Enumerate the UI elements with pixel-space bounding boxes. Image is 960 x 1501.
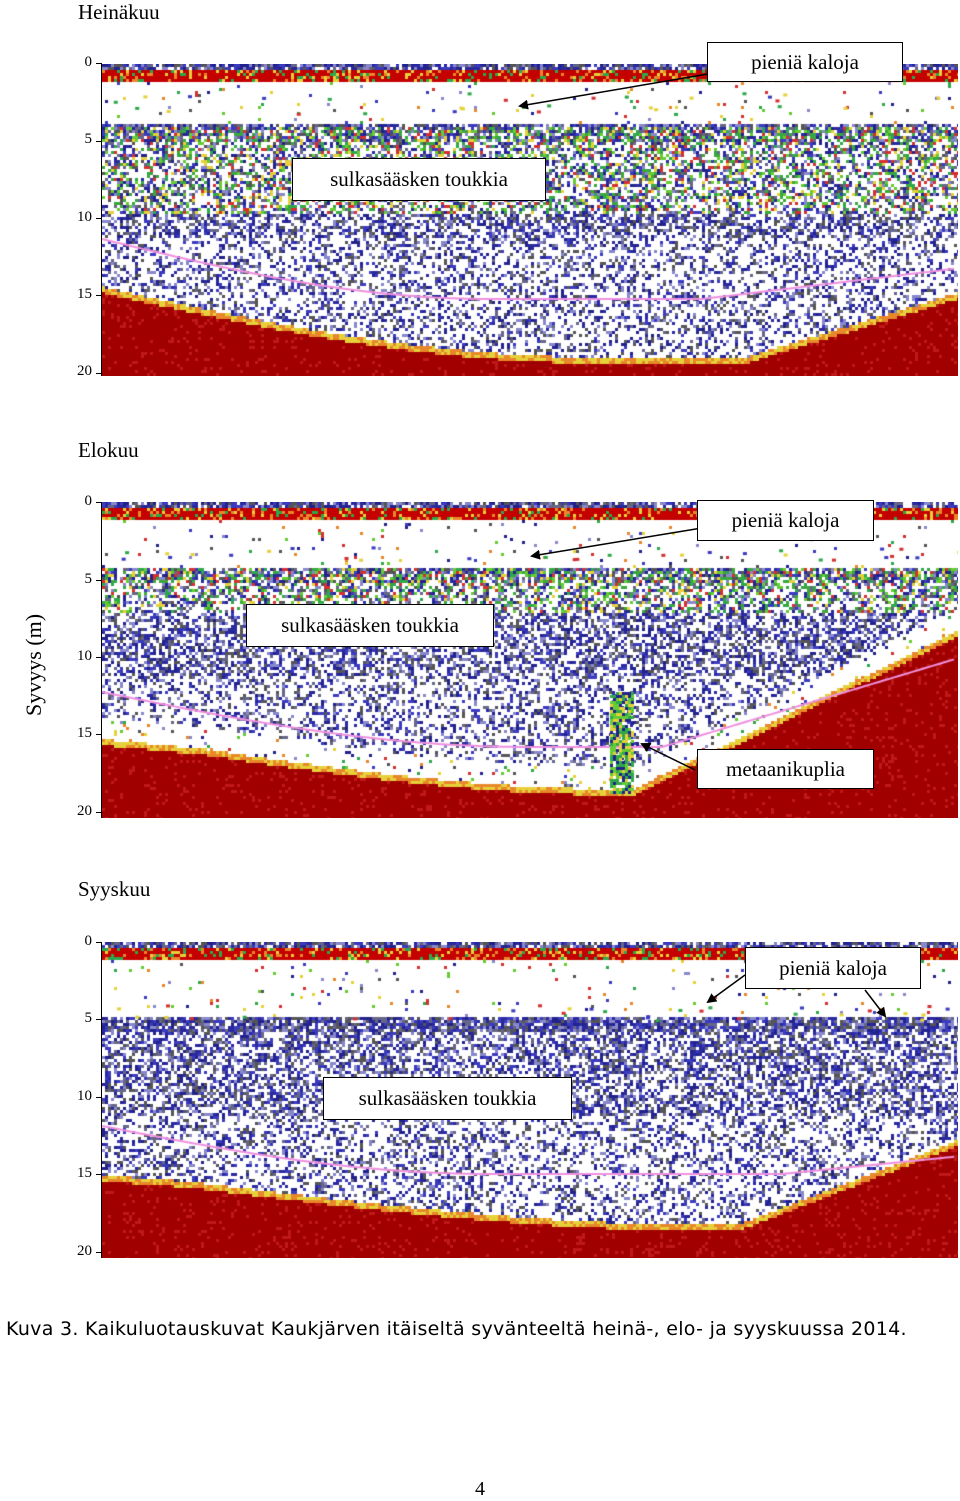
callout-july-fish: pieniä kaloja xyxy=(707,42,903,82)
depth-tick-label: 15 xyxy=(77,725,92,741)
depth-tick-label: 15 xyxy=(77,286,92,302)
depth-tick-label: 0 xyxy=(84,493,93,509)
callout-august-fish: pieniä kaloja xyxy=(697,500,874,541)
depth-tick-label: 5 xyxy=(84,571,93,587)
depth-tick-label: 5 xyxy=(84,131,93,147)
depth-tick-label: 20 xyxy=(77,1243,92,1259)
panel-title-september: Syyskuu xyxy=(78,877,151,901)
depth-tick-label: 0 xyxy=(84,933,93,949)
depth-tick-mark xyxy=(96,1097,101,1098)
depth-tick-mark xyxy=(96,734,101,735)
depth-tick-label: 10 xyxy=(77,209,92,225)
depth-tick-label: 0 xyxy=(84,54,93,70)
depth-tick-mark xyxy=(96,502,101,503)
depth-tick-mark xyxy=(96,580,101,581)
depth-tick-mark xyxy=(96,1019,101,1020)
depth-axis-july xyxy=(101,63,102,376)
depth-tick-label: 10 xyxy=(77,648,92,664)
y-axis-label: Syvyys (m) xyxy=(21,613,46,717)
page-number: 4 xyxy=(475,1478,485,1500)
depth-tick-mark xyxy=(96,657,101,658)
depth-tick-label: 10 xyxy=(77,1088,92,1104)
depth-tick-label: 15 xyxy=(77,1165,92,1181)
panel-title-july: Heinäkuu xyxy=(78,0,160,24)
depth-tick-mark xyxy=(96,295,101,296)
callout-july-larvae: sulkasääsken toukkia xyxy=(292,158,546,201)
depth-axis-august xyxy=(101,502,102,818)
depth-tick-mark xyxy=(96,141,101,142)
callout-august-methane: metaanikuplia xyxy=(697,749,874,789)
depth-tick-mark xyxy=(96,942,101,943)
depth-axis-september xyxy=(101,942,102,1258)
depth-tick-mark xyxy=(96,1174,101,1175)
depth-tick-mark xyxy=(96,812,101,813)
depth-tick-label: 20 xyxy=(77,803,92,819)
panel-title-august: Elokuu xyxy=(78,438,139,462)
depth-tick-mark xyxy=(96,218,101,219)
depth-tick-mark xyxy=(96,373,101,374)
depth-tick-mark xyxy=(96,63,101,64)
depth-tick-mark xyxy=(96,1252,101,1253)
figure-caption: Kuva 3. Kaikuluotauskuvat Kaukjärven itä… xyxy=(6,1318,907,1340)
depth-tick-label: 20 xyxy=(77,363,92,379)
echogram-july xyxy=(102,64,958,376)
callout-september-larvae: sulkasääsken toukkia xyxy=(323,1077,572,1120)
depth-tick-label: 5 xyxy=(84,1010,93,1026)
callout-september-fish: pieniä kaloja xyxy=(745,947,921,989)
callout-august-larvae: sulkasääsken toukkia xyxy=(246,604,494,647)
